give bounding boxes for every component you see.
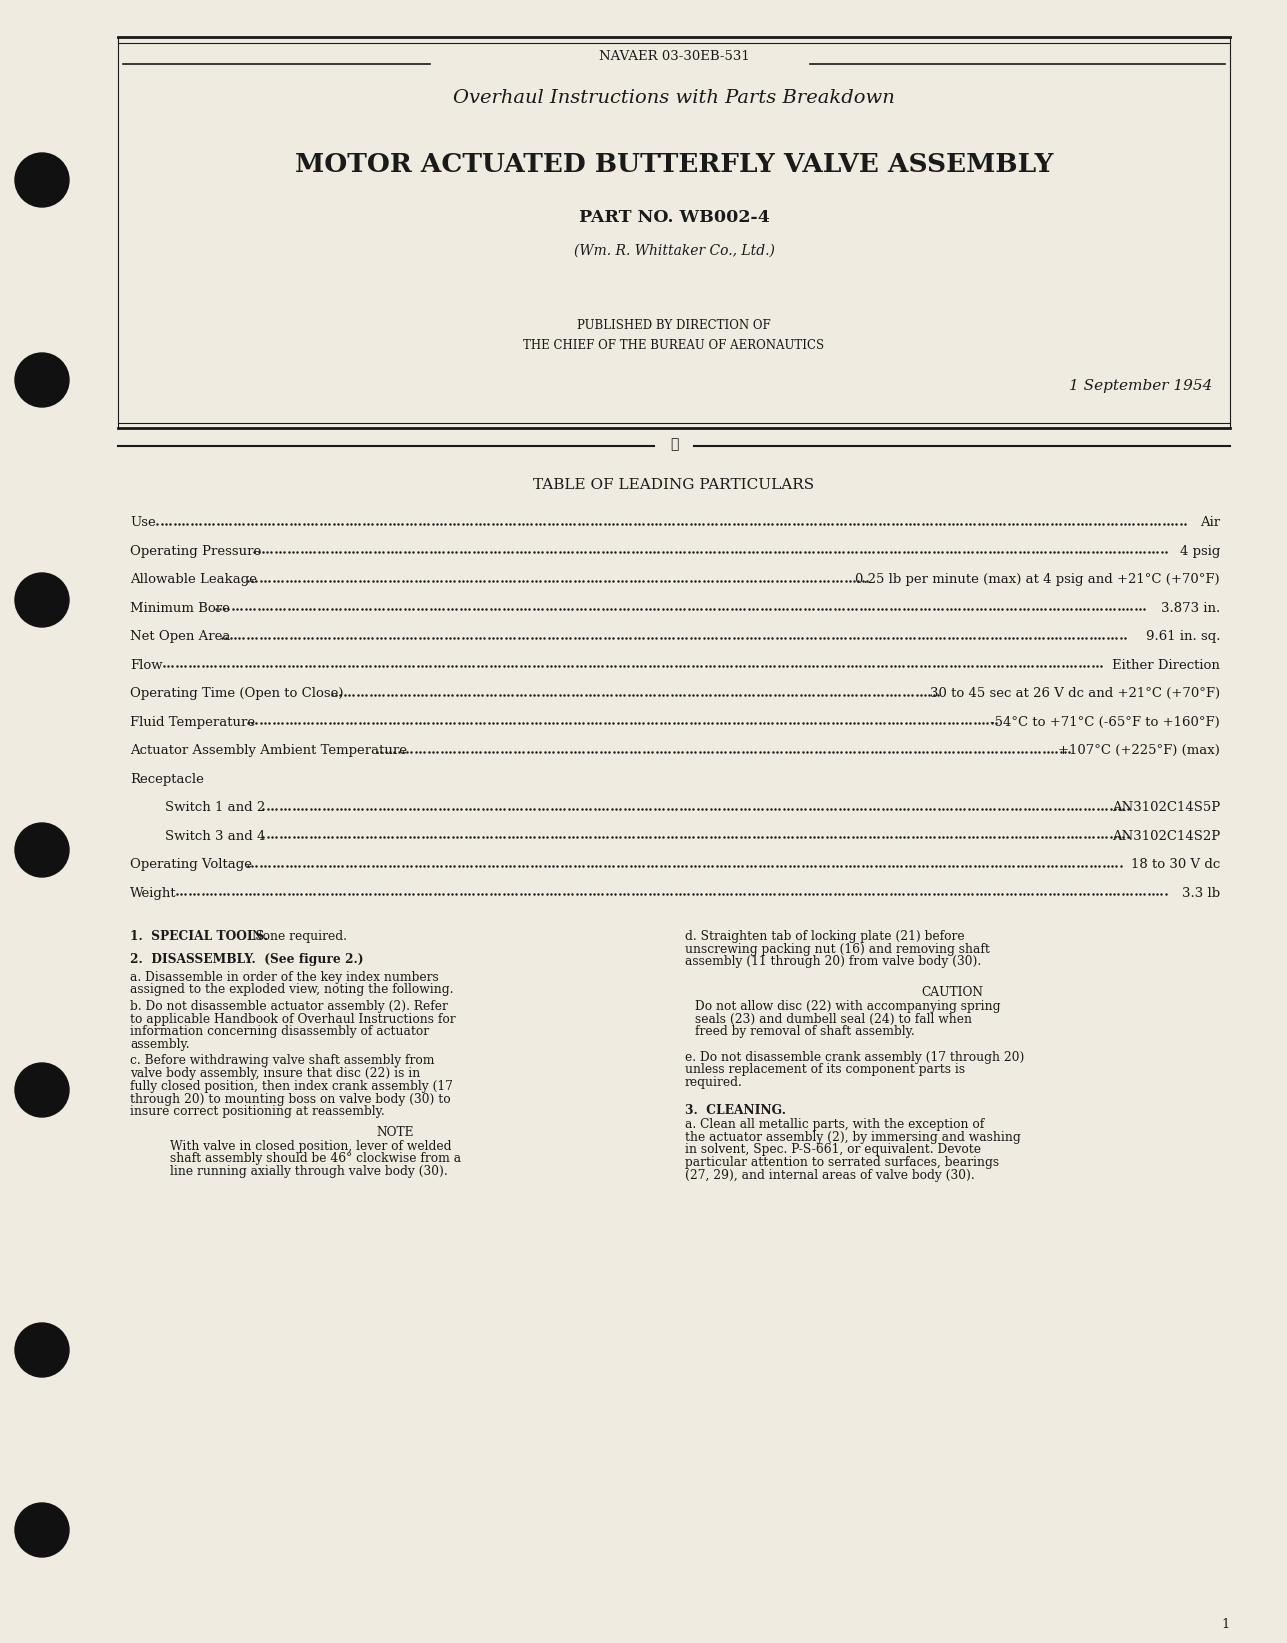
- Text: seals (23) and dumbell seal (24) to fall when: seals (23) and dumbell seal (24) to fall…: [695, 1012, 972, 1025]
- Text: to applicable Handbook of Overhaul Instructions for: to applicable Handbook of Overhaul Instr…: [130, 1012, 456, 1025]
- Text: 1 September 1954: 1 September 1954: [1068, 380, 1212, 393]
- Text: particular attention to serrated surfaces, bearings: particular attention to serrated surface…: [685, 1157, 999, 1170]
- Text: (27, 29), and internal areas of valve body (30).: (27, 29), and internal areas of valve bo…: [685, 1168, 974, 1181]
- Text: Operating Pressure: Operating Pressure: [130, 544, 261, 557]
- Text: d. Straighten tab of locking plate (21) before: d. Straighten tab of locking plate (21) …: [685, 930, 965, 943]
- Text: unless replacement of its component parts is: unless replacement of its component part…: [685, 1063, 965, 1076]
- Text: insure correct positioning at reassembly.: insure correct positioning at reassembly…: [130, 1106, 385, 1119]
- Text: through 20) to mounting boss on valve body (30) to: through 20) to mounting boss on valve bo…: [130, 1093, 450, 1106]
- Text: -54°C to +71°C (-65°F to +160°F): -54°C to +71°C (-65°F to +160°F): [990, 715, 1220, 728]
- Text: valve body assembly, insure that disc (22) is in: valve body assembly, insure that disc (2…: [130, 1068, 421, 1079]
- Text: NOTE: NOTE: [376, 1125, 413, 1139]
- Text: unscrewing packing nut (16) and removing shaft: unscrewing packing nut (16) and removing…: [685, 943, 990, 956]
- Circle shape: [15, 823, 69, 877]
- Circle shape: [15, 1063, 69, 1117]
- Text: b. Do not disassemble actuator assembly (2). Refer: b. Do not disassemble actuator assembly …: [130, 1001, 448, 1012]
- Text: TABLE OF LEADING PARTICULARS: TABLE OF LEADING PARTICULARS: [533, 478, 815, 491]
- Circle shape: [15, 353, 69, 407]
- Text: AN3102C14S2P: AN3102C14S2P: [1112, 830, 1220, 843]
- Text: With valve in closed position, lever of welded: With valve in closed position, lever of …: [170, 1140, 452, 1152]
- Circle shape: [15, 573, 69, 628]
- Text: assigned to the exploded view, noting the following.: assigned to the exploded view, noting th…: [130, 984, 453, 996]
- Text: 2.  DISASSEMBLY.  (See figure 2.): 2. DISASSEMBLY. (See figure 2.): [130, 953, 363, 966]
- Text: Switch 3 and 4: Switch 3 and 4: [165, 830, 265, 843]
- Text: shaft assembly should be 46° clockwise from a: shaft assembly should be 46° clockwise f…: [170, 1152, 461, 1165]
- Text: Overhaul Instructions with Parts Breakdown: Overhaul Instructions with Parts Breakdo…: [453, 89, 894, 107]
- Text: freed by removal of shaft assembly.: freed by removal of shaft assembly.: [695, 1025, 915, 1038]
- Text: Air: Air: [1199, 516, 1220, 529]
- Text: Switch 1 and 2: Switch 1 and 2: [165, 802, 265, 813]
- Text: 0.25 lb per minute (max) at 4 psig and +21°C (+70°F): 0.25 lb per minute (max) at 4 psig and +…: [856, 573, 1220, 587]
- Text: required.: required.: [685, 1076, 743, 1089]
- Text: 3.3 lb: 3.3 lb: [1181, 887, 1220, 899]
- Text: 9.61 in. sq.: 9.61 in. sq.: [1145, 629, 1220, 642]
- Text: Fluid Temperature: Fluid Temperature: [130, 715, 255, 728]
- Text: CAUTION: CAUTION: [921, 986, 983, 999]
- Text: Flow: Flow: [130, 659, 162, 672]
- Text: 30 to 45 sec at 26 V dc and +21°C (+70°F): 30 to 45 sec at 26 V dc and +21°C (+70°F…: [931, 687, 1220, 700]
- Text: 4 psig: 4 psig: [1180, 544, 1220, 557]
- Text: +107°C (+225°F) (max): +107°C (+225°F) (max): [1058, 744, 1220, 757]
- Text: None required.: None required.: [252, 930, 347, 943]
- Text: Receptacle: Receptacle: [130, 772, 203, 785]
- Text: Minimum Bore: Minimum Bore: [130, 601, 230, 614]
- Text: assembly (11 through 20) from valve body (30).: assembly (11 through 20) from valve body…: [685, 955, 981, 968]
- Circle shape: [15, 1503, 69, 1558]
- Text: c. Before withdrawing valve shaft assembly from: c. Before withdrawing valve shaft assemb…: [130, 1055, 435, 1068]
- Text: ★: ★: [669, 437, 678, 450]
- Text: in solvent, Spec. P-S-661, or equivalent. Devote: in solvent, Spec. P-S-661, or equivalent…: [685, 1144, 981, 1157]
- Text: Use: Use: [130, 516, 156, 529]
- Text: PUBLISHED BY DIRECTION OF: PUBLISHED BY DIRECTION OF: [577, 319, 771, 332]
- Text: 18 to 30 V dc: 18 to 30 V dc: [1131, 858, 1220, 871]
- Text: PART NO. WB002-4: PART NO. WB002-4: [579, 209, 770, 227]
- Text: Net Open Area: Net Open Area: [130, 629, 230, 642]
- Text: 3.  CLEANING.: 3. CLEANING.: [685, 1104, 786, 1117]
- Text: Either Direction: Either Direction: [1112, 659, 1220, 672]
- Text: e. Do not disassemble crank assembly (17 through 20): e. Do not disassemble crank assembly (17…: [685, 1050, 1024, 1063]
- Text: the actuator assembly (2), by immersing and washing: the actuator assembly (2), by immersing …: [685, 1130, 1021, 1144]
- Text: (Wm. R. Whittaker Co., Ltd.): (Wm. R. Whittaker Co., Ltd.): [574, 245, 775, 258]
- Text: Weight: Weight: [130, 887, 176, 899]
- Text: information concerning disassembly of actuator: information concerning disassembly of ac…: [130, 1025, 429, 1038]
- Text: AN3102C14S5P: AN3102C14S5P: [1112, 802, 1220, 813]
- Text: 1.  SPECIAL TOOLS.: 1. SPECIAL TOOLS.: [130, 930, 268, 943]
- Text: a. Clean all metallic parts, with the exception of: a. Clean all metallic parts, with the ex…: [685, 1117, 985, 1130]
- Text: MOTOR ACTUATED BUTTERFLY VALVE ASSEMBLY: MOTOR ACTUATED BUTTERFLY VALVE ASSEMBLY: [295, 153, 1053, 177]
- Text: Operating Voltage: Operating Voltage: [130, 858, 252, 871]
- Text: Actuator Assembly Ambient Temperature: Actuator Assembly Ambient Temperature: [130, 744, 407, 757]
- Circle shape: [15, 1323, 69, 1377]
- Text: assembly.: assembly.: [130, 1038, 189, 1052]
- Text: a. Disassemble in order of the key index numbers: a. Disassemble in order of the key index…: [130, 971, 439, 984]
- Text: Do not allow disc (22) with accompanying spring: Do not allow disc (22) with accompanying…: [695, 1001, 1000, 1012]
- Text: Allowable Leakage: Allowable Leakage: [130, 573, 257, 587]
- Text: line running axially through valve body (30).: line running axially through valve body …: [170, 1165, 448, 1178]
- Circle shape: [15, 153, 69, 207]
- Text: Operating Time (Open to Close): Operating Time (Open to Close): [130, 687, 344, 700]
- Text: 3.873 in.: 3.873 in.: [1161, 601, 1220, 614]
- Text: 1: 1: [1221, 1618, 1230, 1631]
- Text: NAVAER 03-30EB-531: NAVAER 03-30EB-531: [598, 49, 749, 62]
- Text: THE CHIEF OF THE BUREAU OF AERONAUTICS: THE CHIEF OF THE BUREAU OF AERONAUTICS: [524, 338, 825, 352]
- Text: fully closed position, then index crank assembly (17: fully closed position, then index crank …: [130, 1079, 453, 1093]
